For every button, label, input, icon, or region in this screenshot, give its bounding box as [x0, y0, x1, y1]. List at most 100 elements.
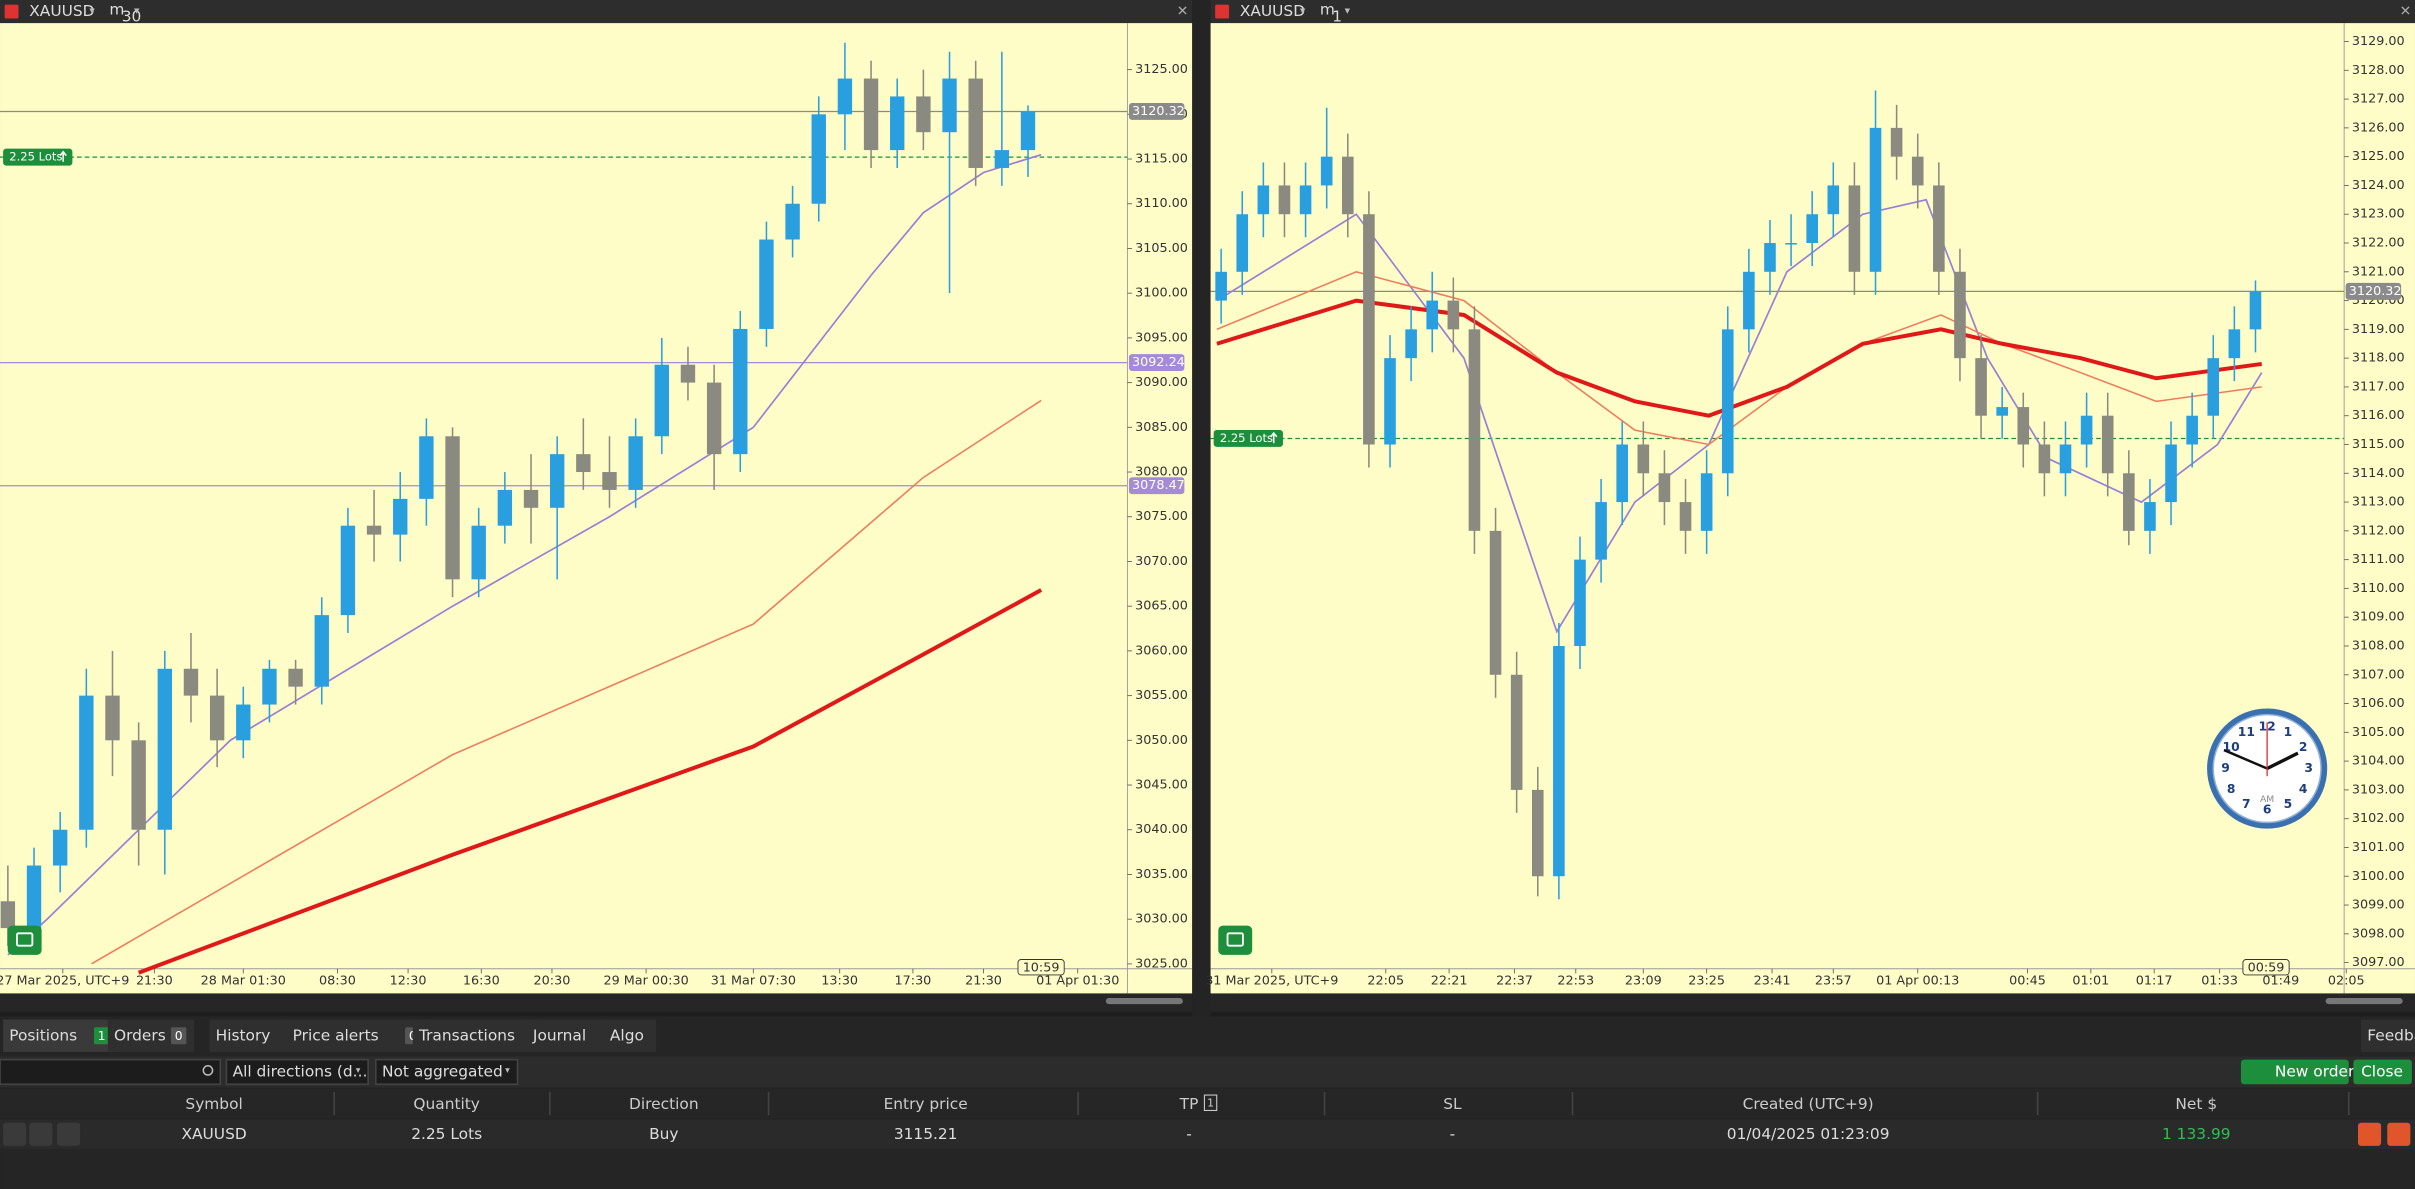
candle-body	[1806, 214, 1818, 244]
right-scrollbar[interactable]	[1210, 993, 2415, 1012]
candle-body	[1911, 156, 1924, 186]
x-tick-label: 27 Mar 2025, UTC+9	[0, 974, 129, 989]
x-tick-label: 08:30	[319, 974, 356, 989]
candle-body	[2186, 415, 2198, 445]
tab-badge-box	[93, 1027, 110, 1045]
candle-body	[419, 436, 434, 499]
x-tick-label: 21:30	[965, 974, 1002, 989]
cell: 1 133.99	[2162, 1125, 2231, 1143]
quick-trade-button[interactable]	[1218, 925, 1253, 955]
table-row[interactable]	[0, 1119, 2415, 1149]
filter-label: Not aggregated	[382, 1062, 503, 1080]
candle-body	[1278, 185, 1291, 215]
timeframe[interactable]: m	[1320, 1, 1335, 19]
y-tick-label: 3100.00	[1135, 286, 1188, 301]
row-icon-button[interactable]	[29, 1122, 53, 1146]
candle-body	[863, 78, 879, 151]
column-header[interactable]: Symbol	[185, 1095, 242, 1113]
candle-body	[2017, 407, 2030, 445]
y-tick-label: 3080.00	[1135, 465, 1188, 480]
column-header[interactable]: Net $	[2175, 1095, 2217, 1113]
left-scrollbar[interactable]	[0, 993, 1193, 1012]
price-label-box	[1128, 477, 1185, 495]
candle-body	[654, 364, 669, 437]
tab[interactable]	[286, 1019, 429, 1052]
filter-dropdown[interactable]	[225, 1058, 369, 1086]
candle-body	[837, 78, 853, 115]
button[interactable]	[2240, 1059, 2349, 1085]
candle-body	[1020, 111, 1036, 151]
column-header[interactable]: Direction	[629, 1095, 699, 1113]
candle-body	[105, 695, 120, 741]
close-button[interactable]: ✕	[2400, 4, 2412, 20]
close-button[interactable]: ✕	[1177, 4, 1189, 20]
position-box[interactable]	[3, 148, 73, 166]
y-tick-label: 3040.00	[1135, 822, 1188, 837]
tp-badge: 1	[1207, 1097, 1214, 1110]
cell: 01/04/2025 01:23:09	[1727, 1125, 1890, 1143]
moving-average	[1216, 298, 2263, 418]
candle-body	[942, 78, 957, 133]
row-action-button[interactable]	[2357, 1122, 2382, 1146]
candle-body	[262, 668, 277, 705]
candle-body	[1320, 156, 1333, 186]
candle-body	[1743, 271, 1755, 330]
row-action-button[interactable]	[2387, 1122, 2411, 1146]
x-tick-label: 22:53	[1557, 974, 1594, 989]
column-header[interactable]: SL	[1443, 1095, 1462, 1113]
y-tick-label: 3125.00	[2352, 149, 2405, 164]
row-icon-button[interactable]	[57, 1122, 81, 1146]
button-label: New order	[2275, 1062, 2355, 1080]
candle-body	[1700, 473, 1713, 531]
candle-body	[759, 239, 774, 329]
timeframe[interactable]: m	[109, 1, 124, 19]
search-box[interactable]	[0, 1058, 222, 1086]
column-header[interactable]: Entry price	[884, 1095, 968, 1113]
tab[interactable]	[209, 1019, 290, 1052]
y-tick-label: 3025.00	[1135, 956, 1188, 971]
candle-body	[209, 695, 225, 741]
column-header[interactable]: TP	[1179, 1095, 1199, 1113]
candle-body	[2249, 291, 2262, 330]
y-tick-label: 3127.00	[2352, 92, 2405, 107]
column-header[interactable]: Quantity	[413, 1095, 480, 1113]
column-header[interactable]: Created (UTC+9)	[1743, 1095, 1874, 1113]
tab[interactable]	[526, 1019, 607, 1052]
tab[interactable]	[603, 1019, 657, 1052]
moving-average	[137, 588, 1043, 975]
search-icon	[202, 1065, 214, 1076]
symbol[interactable]: XAUUSD	[1240, 2, 1305, 20]
y-tick-label: 3114.00	[2352, 466, 2405, 481]
y-tick-label: 3104.00	[2352, 754, 2405, 769]
candle-body	[994, 150, 1010, 168]
filter-dropdown[interactable]	[375, 1058, 519, 1086]
y-tick-label: 3060.00	[1135, 643, 1188, 658]
tab-label: History	[216, 1026, 271, 1044]
x-tick-label: 13:30	[821, 974, 858, 989]
button[interactable]	[2353, 1059, 2412, 1085]
symbol[interactable]: XAUUSD	[29, 2, 94, 20]
y-tick-label: 3065.00	[1135, 599, 1188, 614]
scroll-thumb[interactable]	[2325, 998, 2403, 1005]
dropdown: ▾	[1345, 4, 1351, 17]
feedback-tab[interactable]	[2361, 1019, 2415, 1052]
dropdown: ▾	[505, 1065, 510, 1076]
y-tick-label: 3119.00	[2352, 322, 2405, 337]
quick-trade-button[interactable]	[7, 925, 42, 955]
minute-hand	[2223, 748, 2268, 770]
charts: XAUUSD▾ m30▾ ✕3025.003030.003035.003040.00…	[0, 1, 2415, 994]
tab[interactable]	[412, 1019, 540, 1052]
row-icon-button[interactable]	[3, 1122, 27, 1146]
y-tick-label: 3109.00	[2352, 610, 2405, 625]
y-tick-label: 3124.00	[2352, 178, 2405, 193]
symbol-icon	[4, 4, 19, 19]
x-tick-label: 28 Mar 01:30	[201, 974, 286, 989]
quick-trade-icon	[1226, 932, 1244, 947]
candle-body	[2038, 444, 2051, 474]
position-box[interactable]	[1213, 429, 1283, 447]
x-tick-label: 21:30	[136, 974, 173, 989]
scroll-thumb[interactable]	[1105, 998, 1183, 1005]
y-tick-label: 3070.00	[1135, 554, 1188, 569]
y-tick-label: 3090.00	[1135, 375, 1188, 390]
y-tick-label: 3117.00	[2352, 379, 2405, 394]
